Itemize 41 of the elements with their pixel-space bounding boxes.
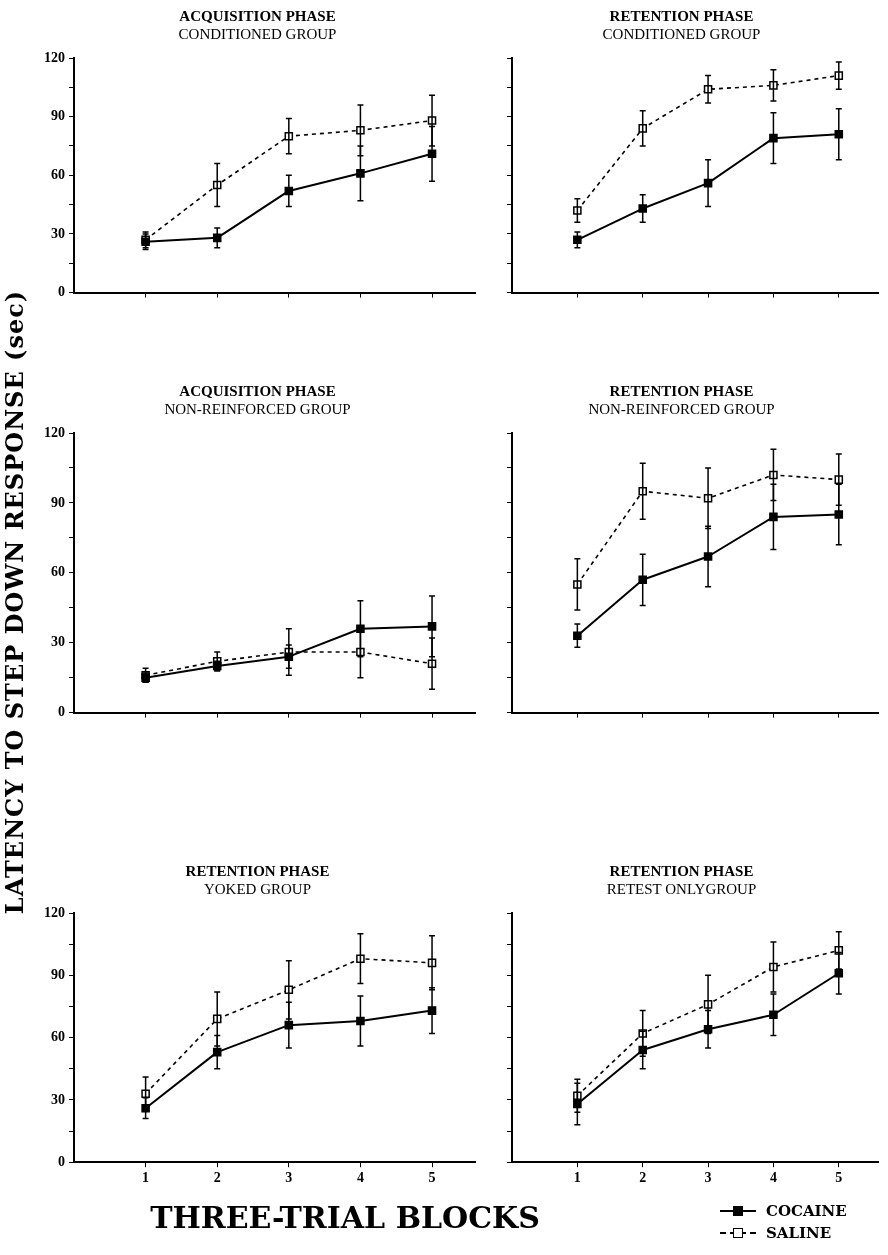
chart-subtitle: RETEST ONLYGROUP [606, 880, 757, 897]
legend-label: COCAINE [766, 1202, 847, 1220]
chart-title: ACQUISITION PHASE [179, 382, 336, 399]
y-tick-label: 90 [51, 494, 65, 510]
x-tick-label: 3 [285, 1170, 293, 1186]
chart-title: RETENTION PHASE [185, 862, 330, 879]
y-tick-label: 90 [51, 966, 65, 982]
chart-subtitle: CONDITIONED GROUP [602, 25, 761, 42]
chart-subtitle: YOKED GROUP [203, 880, 312, 897]
y-tick-label: 120 [44, 904, 65, 920]
x-tick-label: 2 [639, 1170, 647, 1186]
y-tick-label: 30 [51, 634, 65, 650]
y-tick-label: 120 [44, 424, 65, 440]
chart-subtitle: NON-REINFORCED GROUP [164, 400, 351, 417]
y-axis-title: LATENCY TO STEP DOWN RESPONSE (sec) [0, 288, 30, 917]
chart-title: RETENTION PHASE [609, 862, 754, 879]
x-tick-label: 4 [769, 1170, 777, 1186]
y-tick-label: 120 [44, 49, 65, 65]
y-tick-label: 30 [51, 1091, 65, 1107]
y-tick-label: 90 [51, 108, 65, 124]
chart-title: ACQUISITION PHASE [179, 7, 336, 24]
chart-subtitle: NON-REINFORCED GROUP [588, 400, 775, 417]
y-tick-label: 60 [51, 564, 65, 580]
chart-subtitle: CONDITIONED GROUP [178, 25, 337, 42]
y-tick-label: 30 [51, 225, 65, 241]
y-tick-label: 0 [58, 1153, 65, 1169]
x-tick-label: 4 [356, 1170, 364, 1186]
chart-title: RETENTION PHASE [609, 7, 754, 24]
y-tick-label: 60 [51, 166, 65, 182]
chart-title: RETENTION PHASE [609, 382, 754, 399]
x-axis-title: THREE-TRIAL BLOCKS [149, 1200, 541, 1235]
y-tick-label: 0 [58, 284, 65, 300]
x-tick-label: 2 [213, 1170, 221, 1186]
x-tick-label: 5 [428, 1170, 436, 1186]
y-tick-label: 60 [51, 1029, 65, 1045]
x-tick-label: 1 [573, 1170, 581, 1186]
x-tick-label: 3 [704, 1170, 712, 1186]
legend-label: SALINE [766, 1224, 832, 1242]
y-tick-label: 0 [58, 704, 65, 720]
x-tick-label: 5 [835, 1170, 843, 1186]
x-tick-label: 1 [142, 1170, 150, 1186]
